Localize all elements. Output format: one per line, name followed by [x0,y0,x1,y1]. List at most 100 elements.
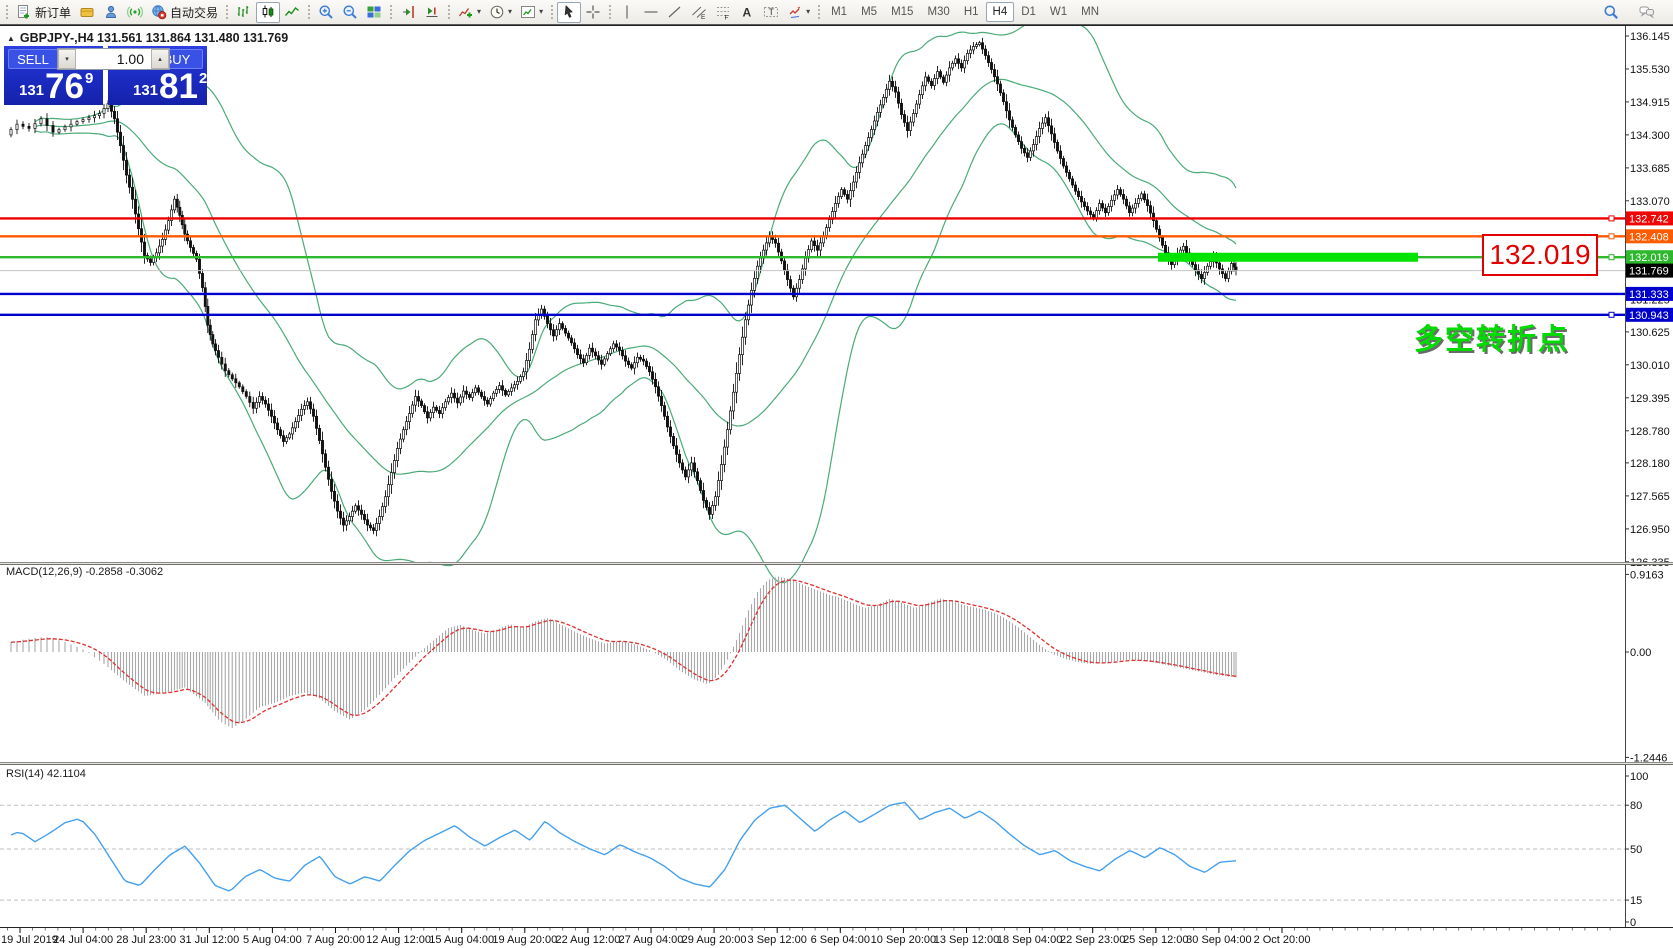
timeframe-w1-button[interactable]: W1 [1049,6,1068,18]
line-handle[interactable] [1608,215,1615,222]
time-label: 19 Jul 2019 [1,934,58,946]
volume-increase-button[interactable]: ▴ [151,49,169,69]
cursor-button[interactable] [557,1,582,23]
new-order-button[interactable]: 新订单 [12,2,75,23]
toolbar-drag-handle [817,3,822,21]
line-handle[interactable] [1608,254,1615,261]
vline-icon [626,5,628,19]
time-label: 22 Sep 23:00 [1060,934,1125,946]
price-tick-label: 127.565 [1630,491,1670,503]
dropdown-caret-icon[interactable]: ▾ [806,7,811,16]
time-label: 5 Aug 04:00 [243,934,302,946]
chart-shift-button[interactable] [396,2,420,23]
rsi-tick-label: 15 [1630,895,1642,907]
auto-scroll-button[interactable] [420,2,444,23]
price-tick-label: 135.530 [1630,64,1670,76]
time-label: 30 Sep 04:00 [1186,934,1251,946]
dropdown-caret-icon[interactable]: ▾ [539,7,544,16]
price-tick-label: 134.300 [1630,130,1670,142]
collapse-triangle-icon[interactable]: ▲ [7,33,15,43]
vertical-line-button[interactable] [615,2,639,23]
line-chart-mode-button[interactable] [280,2,304,23]
volume-decrease-button[interactable]: ▾ [58,49,76,69]
timeframe-h1-button[interactable]: H1 [963,6,979,18]
hline-icon [644,11,658,13]
chat-icon [1639,6,1654,19]
bar-chart-mode-button[interactable] [232,2,256,23]
dropdown-caret-icon[interactable]: ▾ [477,7,482,16]
price-tick-label: 133.685 [1630,163,1670,175]
timeframe-d1-button[interactable]: D1 [1021,6,1036,18]
label-t-icon: T [764,7,779,17]
line-handle[interactable] [1608,311,1615,318]
indicators-button[interactable]: ▾ [454,2,485,23]
dropdown-caret-icon[interactable]: ▾ [508,7,513,16]
time-label: 18 Sep 04:00 [997,934,1062,946]
buy-price-big: 81 [159,67,198,107]
candle-chart-mode-button[interactable] [256,1,281,23]
chat-button[interactable] [1635,2,1659,23]
time-label: 28 Jul 23:00 [116,934,176,946]
turning-point-annotation[interactable]: 多空转折点 [1414,324,1570,356]
market-watch-profile-button[interactable] [99,2,123,23]
price-badge-label: 131.769 [1629,266,1669,278]
price-tick-label: 134.915 [1630,97,1670,109]
search-button[interactable] [1599,2,1623,23]
svg-text:F: F [725,15,729,21]
text-a-icon: A [743,6,752,20]
sell-price: 131 76 9 [19,70,93,105]
arrows-button[interactable]: ▾ [783,2,814,23]
price-badge [1626,307,1673,322]
timeframe-mn-button[interactable]: MN [1081,6,1100,18]
timeframe-m15-button[interactable]: M15 [891,6,914,18]
fibonacci-retracement-button[interactable]: F [711,2,735,23]
rsi-tick-label: 80 [1630,800,1642,812]
toolbar-right-icons [1599,2,1673,23]
timeframe-h4-button[interactable]: H4 [985,2,1015,22]
price-callout-box[interactable]: 132.019 [1482,234,1598,276]
sell-button[interactable]: SELL [8,49,58,69]
periods-button[interactable]: ▾ [485,2,516,23]
shift-end-icon [403,6,414,18]
price-tick-label: 136.145 [1630,31,1670,43]
horizontal-line-button[interactable] [639,2,663,23]
svg-text:A: A [743,6,752,20]
zoom-in-button[interactable] [314,2,338,23]
line-chart-icon [285,6,299,16]
chart-profiles-button[interactable] [75,2,99,23]
line-handle[interactable] [1608,233,1615,240]
svg-text:E: E [701,14,706,20]
text-label-button[interactable]: T [759,2,783,23]
price-badge [1626,263,1673,278]
clock-icon [490,5,504,19]
toolbar-drag-handle [307,3,312,21]
toolbar-drag-handle [608,3,613,21]
signal-icon [127,6,144,18]
book-icon [80,8,94,17]
bar-chart-icon [237,6,249,17]
timeframe-m1-button[interactable]: M1 [831,6,848,18]
timeframe-m30-button[interactable]: M30 [927,6,950,18]
price-badge-label: 132.019 [1629,252,1669,264]
rsi-label: RSI(14) 42.1104 [6,768,86,780]
toolbar-drag-handle [550,3,555,21]
signals-button[interactable] [123,2,147,23]
trendline-button[interactable] [663,2,687,23]
horizontal-line-objects [0,215,1625,318]
price-tick-label: 128.180 [1630,458,1670,470]
time-label: 13 Sep 12:00 [934,934,999,946]
templates-button[interactable]: ▾ [516,2,547,23]
toolbar-drag-handle [225,3,230,21]
crosshair-button[interactable] [581,2,605,23]
text-button[interactable]: A [735,2,759,23]
equidistant-channel-button[interactable]: E [687,2,711,23]
tile-windows-button[interactable] [362,2,386,23]
auto-trading-label: 自动交易 [170,5,219,20]
price-badge-label: 132.408 [1629,231,1669,243]
zoom-out-button[interactable] [338,2,362,23]
volume-input[interactable]: 1.00 [116,51,144,67]
auto-trading-button[interactable]: 自动交易 [147,2,222,23]
timeframe-m5-button[interactable]: M5 [861,6,878,18]
indicators-icon [459,8,473,18]
